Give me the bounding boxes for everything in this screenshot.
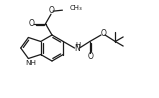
Text: O: O	[28, 19, 34, 28]
Text: NH: NH	[25, 60, 36, 66]
Text: O: O	[87, 52, 93, 61]
Text: CH₃: CH₃	[69, 5, 82, 11]
Text: O: O	[49, 6, 55, 15]
Text: O: O	[101, 29, 107, 38]
Text: H: H	[75, 41, 80, 48]
Text: N: N	[75, 44, 80, 53]
